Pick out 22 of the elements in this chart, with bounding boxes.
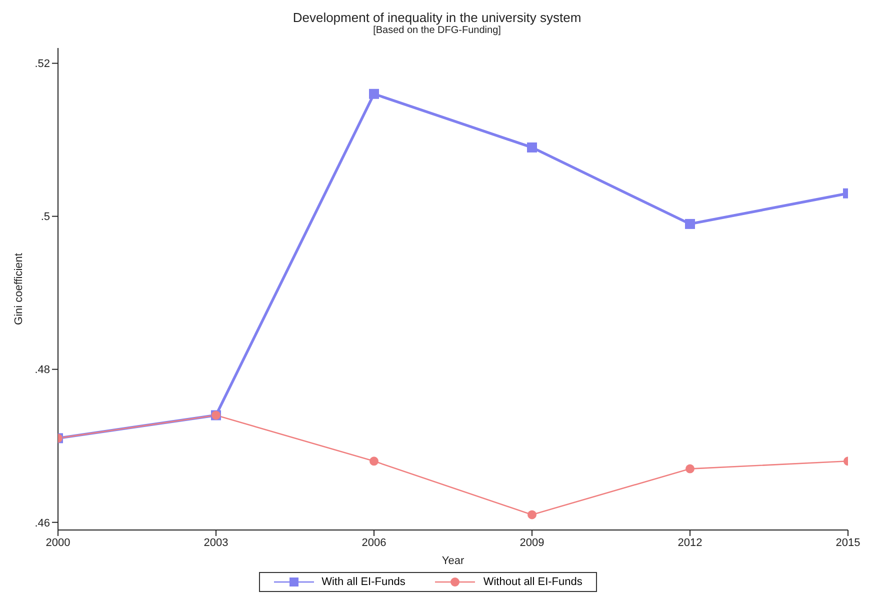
point <box>686 464 694 474</box>
x-tick-label: 2015 <box>836 536 860 549</box>
chart-title: Development of inequality in the university system <box>292 9 582 25</box>
legend-label: Without all EI-Funds <box>482 576 582 588</box>
x-tick-label: 2012 <box>678 536 702 549</box>
x-tick-label: 2003 <box>204 536 228 549</box>
x-axis-title: Year <box>442 555 464 567</box>
y-tick-label: .48 <box>34 364 50 376</box>
x-tick-label: 2009 <box>520 536 544 549</box>
y-tick-label: .52 <box>34 58 50 70</box>
chart-subtitle: [Based on the DFG-Funding] <box>372 25 502 36</box>
x-tick-label: 2000 <box>46 536 70 549</box>
point <box>370 456 378 466</box>
y-tick-label: .46 <box>34 517 50 530</box>
x-tick-label: 2006 <box>362 536 386 549</box>
y-tick-label: .5 <box>40 211 50 224</box>
y-axis-title: Gini coefficient <box>12 253 25 325</box>
point <box>528 510 536 520</box>
point <box>369 88 379 99</box>
point <box>685 218 695 229</box>
point <box>527 142 537 152</box>
legend-label: With all EI-Funds <box>320 576 406 588</box>
